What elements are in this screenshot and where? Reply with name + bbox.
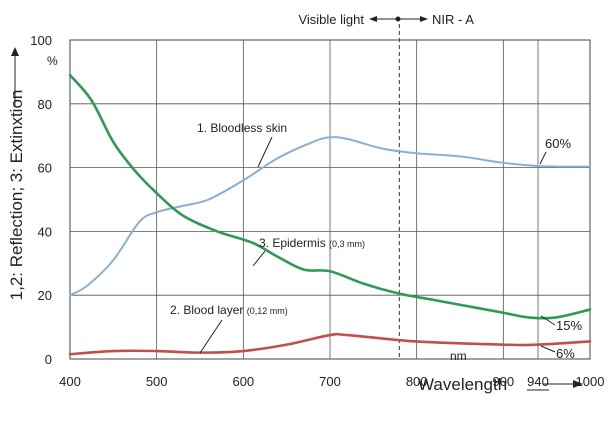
series-line-epidermis — [68, 73, 592, 320]
y-tick-label: 60 — [38, 161, 52, 176]
labels: 1,2: Reflection; 3: Extinxtion % Wavelen… — [7, 12, 583, 394]
y-tick-label: 20 — [38, 288, 52, 303]
x-axis-label: Wavelength — [418, 375, 507, 394]
x-tick-label: 600 — [232, 374, 254, 389]
grid — [70, 24, 590, 359]
leader-15 — [540, 315, 556, 326]
leader-60 — [539, 151, 547, 165]
x-tick-label: 500 — [146, 374, 168, 389]
region-left-label: Visible light — [298, 12, 364, 27]
series-label-blood-layer: 2. Blood layer (0,12 mm) — [170, 303, 288, 317]
y-axis-label: 1,2: Reflection; 3: Extinxtion — [7, 90, 26, 301]
end-label-15: 15% — [556, 318, 582, 333]
x-axis-label-arrowhead — [573, 380, 583, 388]
axes: 400 500 600 700 800 900 940 1000 0 20 40 60 80 100 — [30, 33, 605, 391]
x-tick-label: 400 — [59, 374, 81, 389]
plot-frame — [69, 39, 591, 360]
x-tick-label: 940 — [527, 374, 549, 389]
x-tick-label: 700 — [319, 374, 341, 389]
y-tick-label: 0 — [45, 352, 52, 367]
y-axis-label-arrowhead — [11, 47, 19, 56]
x-tick-label: 1000 — [576, 374, 605, 389]
y-tick-label: 100 — [30, 33, 52, 48]
series-label-bloodless-skin: 1. Bloodless skin — [197, 121, 287, 135]
series-label-epidermis: 3. Epidermis (0,3 mm) — [259, 236, 365, 250]
region-marker-dot — [395, 16, 401, 22]
series-line-blood-layer — [68, 332, 592, 356]
leader-6 — [540, 345, 556, 353]
region-right-label: NIR - A — [432, 12, 474, 27]
leader-bloodless-skin — [257, 136, 273, 168]
x-tick-label: 900 — [492, 374, 514, 389]
x-unit-label: nm — [450, 349, 467, 363]
leader-blood-layer — [199, 319, 223, 354]
y-unit-label: % — [47, 54, 58, 68]
y-tick-label: 40 — [38, 224, 52, 239]
x-tick-label: 800 — [406, 374, 428, 389]
series-line-bloodless-skin — [69, 136, 591, 297]
region-arrowhead-right — [420, 16, 428, 22]
end-label-60: 60% — [545, 136, 571, 151]
region-arrowhead-left — [369, 16, 377, 22]
end-label-6: 6% — [556, 346, 575, 361]
series-lines — [68, 73, 592, 356]
leader-epidermis — [252, 250, 266, 267]
y-tick-label: 80 — [38, 97, 52, 112]
